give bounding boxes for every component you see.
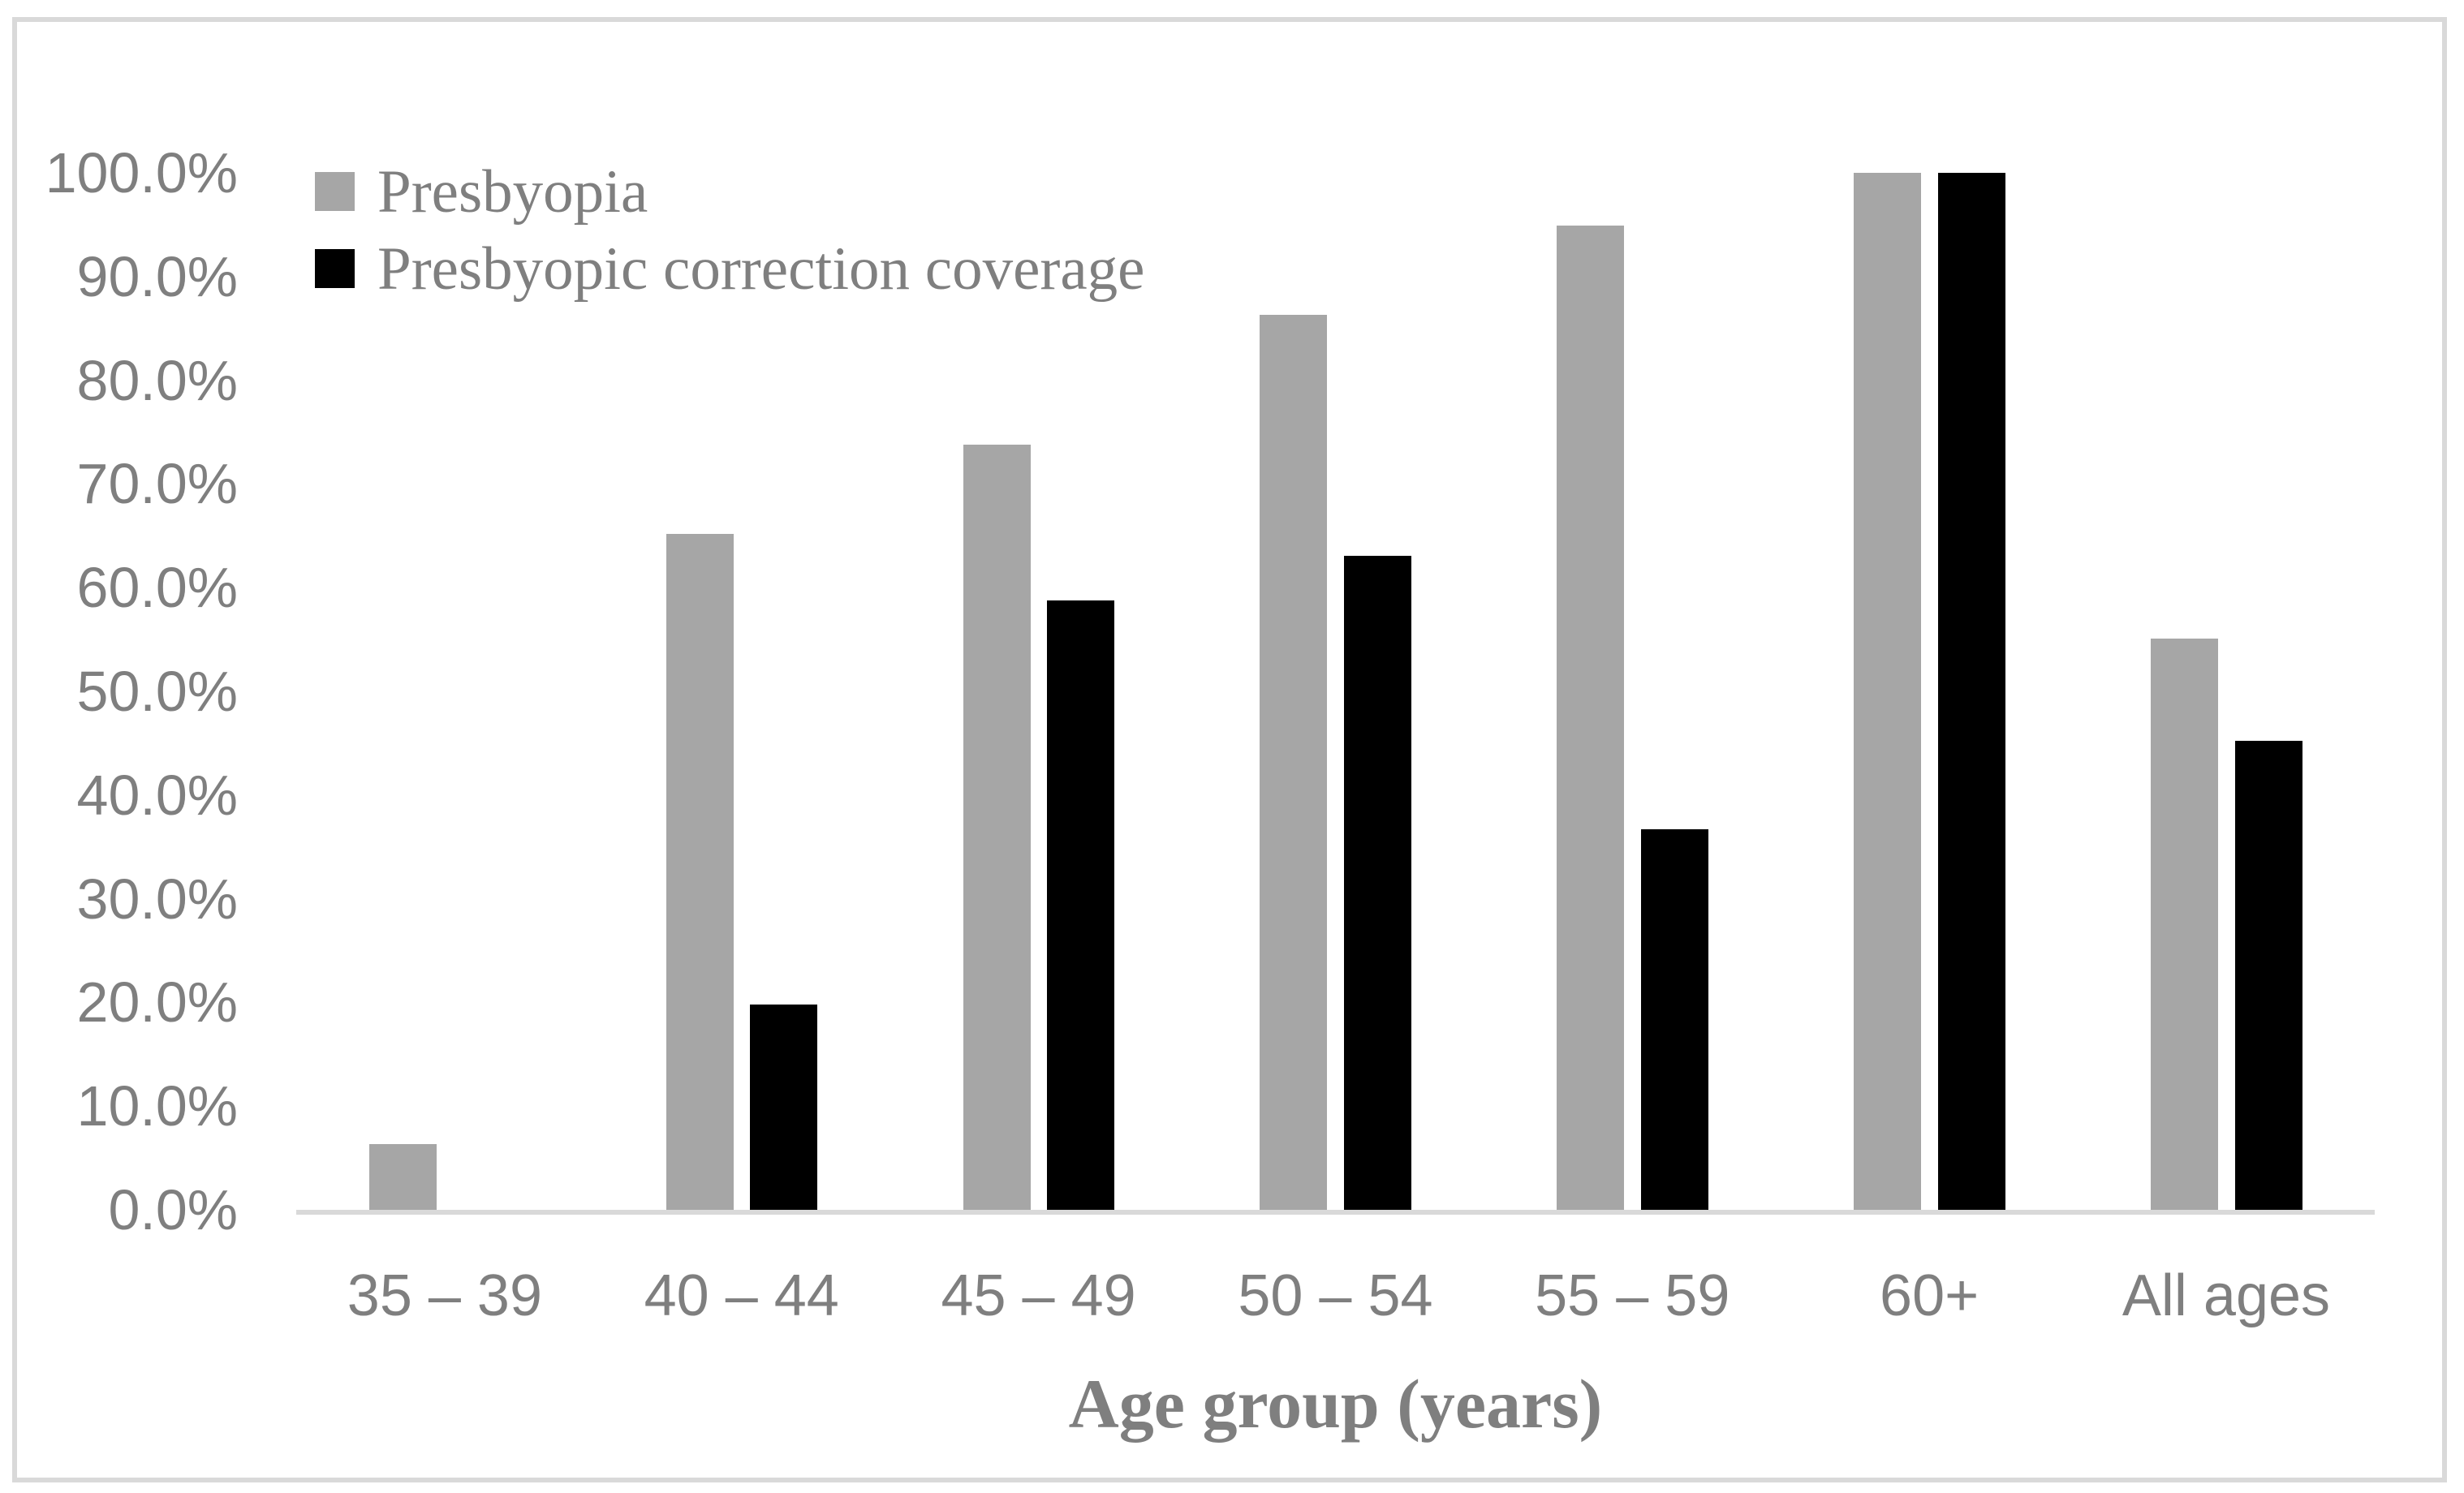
bar-presbyopic-correction-coverage-40-44 bbox=[750, 1004, 818, 1210]
bar-presbyopic-correction-coverage-45-49 bbox=[1047, 600, 1115, 1210]
bar-presbyopia-all-ages bbox=[2150, 638, 2218, 1210]
bar-presbyopia-55-59 bbox=[1557, 226, 1625, 1210]
legend-swatch-presbyopic-correction-coverage bbox=[315, 249, 355, 288]
legend-item-presbyopic-correction-coverage: Presbyopic correction coverage bbox=[315, 239, 1144, 299]
y-axis-tick-label-30-0: 30.0% bbox=[76, 867, 238, 931]
x-axis-title: Age group (years) bbox=[1068, 1365, 1603, 1443]
y-axis-tick-label-20-0: 20.0% bbox=[76, 970, 238, 1035]
y-axis-tick-label-40-0: 40.0% bbox=[76, 763, 238, 827]
legend-label-presbyopic-correction-coverage: Presbyopic correction coverage bbox=[377, 234, 1145, 303]
x-axis-tick-label-60: 60+ bbox=[1880, 1263, 1979, 1328]
x-axis-tick-label-35-39: 35 – 39 bbox=[347, 1263, 543, 1328]
y-axis-tick-label-80-0: 80.0% bbox=[76, 348, 238, 412]
bar-presbyopic-correction-coverage-60 bbox=[1937, 173, 2005, 1210]
bar-presbyopia-60 bbox=[1854, 173, 1922, 1210]
x-axis-tick-label-50-54: 50 – 54 bbox=[1238, 1263, 1433, 1328]
bar-presbyopic-correction-coverage-50-54 bbox=[1344, 555, 1412, 1210]
y-axis-tick-label-10-0: 10.0% bbox=[76, 1074, 238, 1138]
legend-label-presbyopia: Presbyopia bbox=[377, 157, 648, 226]
bar-presbyopia-35-39 bbox=[368, 1144, 437, 1210]
y-axis-tick-label-0-0: 0.0% bbox=[108, 1178, 238, 1241]
x-axis-tick-label-40-44: 40 – 44 bbox=[644, 1263, 839, 1328]
bar-presbyopia-50-54 bbox=[1260, 315, 1328, 1210]
y-axis-tick-label-60-0: 60.0% bbox=[76, 556, 238, 620]
legend-swatch-presbyopia bbox=[315, 172, 355, 211]
y-axis-tick-label-100-0: 100.0% bbox=[45, 141, 238, 204]
y-axis-tick-label-70-0: 70.0% bbox=[76, 452, 238, 516]
x-axis-line bbox=[296, 1210, 2375, 1215]
bar-presbyopic-correction-coverage-55-59 bbox=[1640, 828, 1708, 1210]
x-axis-tick-label-all-ages: All ages bbox=[2122, 1263, 2331, 1328]
bar-presbyopic-correction-coverage-all-ages bbox=[2234, 741, 2302, 1210]
figure-frame-border bbox=[12, 17, 2447, 1482]
y-axis-tick-label-50-0: 50.0% bbox=[76, 660, 238, 723]
bar-presbyopia-45-49 bbox=[963, 444, 1031, 1210]
legend-item-presbyopia: Presbyopia bbox=[315, 161, 648, 222]
x-axis-tick-label-45-49: 45 – 49 bbox=[941, 1263, 1136, 1328]
bar-presbyopia-40-44 bbox=[666, 533, 734, 1210]
x-axis-tick-label-55-59: 55 – 59 bbox=[1535, 1263, 1730, 1328]
y-axis-tick-label-90-0: 90.0% bbox=[76, 244, 238, 308]
